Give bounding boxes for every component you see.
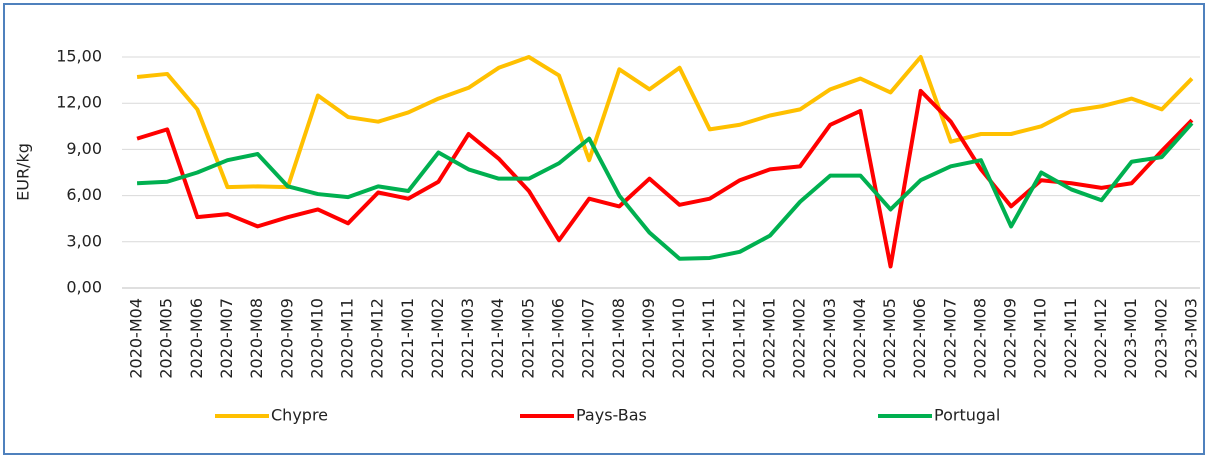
- x-tick-label: 2021-M10: [669, 298, 688, 379]
- x-tick-label: 2021-M02: [428, 298, 447, 379]
- x-tick-label: 2022-M08: [970, 298, 989, 379]
- x-tick-label: 2021-M07: [579, 298, 598, 379]
- x-tick-label: 2022-M07: [940, 298, 959, 379]
- x-tick-label: 2020-M12: [368, 298, 387, 379]
- x-tick-label: 2021-M11: [699, 298, 718, 379]
- x-tick-label: 2022-M03: [820, 298, 839, 379]
- x-tick-label: 2021-M12: [729, 298, 748, 379]
- y-tick-label: 15,00: [56, 47, 102, 66]
- y-tick-label: 3,00: [66, 231, 102, 250]
- y-tick-label: 12,00: [56, 93, 102, 112]
- x-tick-label: 2022-M10: [1031, 298, 1050, 379]
- x-tick-label: 2021-M09: [639, 298, 658, 379]
- x-tick-label: 2022-M05: [880, 298, 899, 379]
- series-line: [136, 121, 1194, 261]
- x-tick-label: 2023-M02: [1151, 298, 1170, 379]
- y-tick-label: 0,00: [66, 278, 102, 297]
- x-tick-label: 2022-M12: [1091, 298, 1110, 379]
- x-tick-label: 2022-M01: [759, 298, 778, 379]
- x-tick-label: 2022-M06: [910, 298, 929, 379]
- x-tick-label: 2022-M02: [790, 298, 809, 379]
- x-tick-label: 2020-M05: [157, 298, 176, 379]
- x-tick-label: 2021-M06: [549, 298, 568, 379]
- x-tick-label: 2020-M10: [307, 298, 326, 379]
- x-tick-label: 2021-M03: [458, 298, 477, 379]
- series-line: [136, 55, 1194, 190]
- x-tick-label: 2020-M07: [217, 298, 236, 379]
- x-tick-label: 2022-M04: [850, 298, 869, 379]
- x-tick-label: 2021-M04: [488, 298, 507, 379]
- x-tick-label: 2023-M01: [1121, 298, 1140, 379]
- x-tick-label: 2020-M08: [247, 298, 266, 379]
- x-tick-label: 2022-M11: [1061, 298, 1080, 379]
- legend-label: Portugal: [934, 406, 1000, 425]
- series-line: [136, 88, 1194, 269]
- x-tick-label: 2020-M09: [277, 298, 296, 379]
- x-tick-label: 2020-M04: [127, 298, 146, 379]
- x-tick-label: 2021-M05: [518, 298, 537, 379]
- frame: [3, 3, 1205, 455]
- y-tick-label: 9,00: [66, 139, 102, 158]
- x-tick-label: 2022-M09: [1001, 298, 1020, 379]
- x-tick-label: 2021-M01: [398, 298, 417, 379]
- y-axis-label: EUR/kg: [14, 143, 33, 201]
- x-tick-label: 2020-M06: [187, 298, 206, 379]
- legend-label: Chypre: [271, 406, 328, 425]
- x-tick-label: 2023-M03: [1181, 298, 1200, 379]
- x-tick-label: 2021-M08: [609, 298, 628, 379]
- x-tick-label: 2020-M11: [338, 298, 357, 379]
- y-tick-label: 6,00: [66, 185, 102, 204]
- legend-label: Pays-Bas: [576, 406, 647, 425]
